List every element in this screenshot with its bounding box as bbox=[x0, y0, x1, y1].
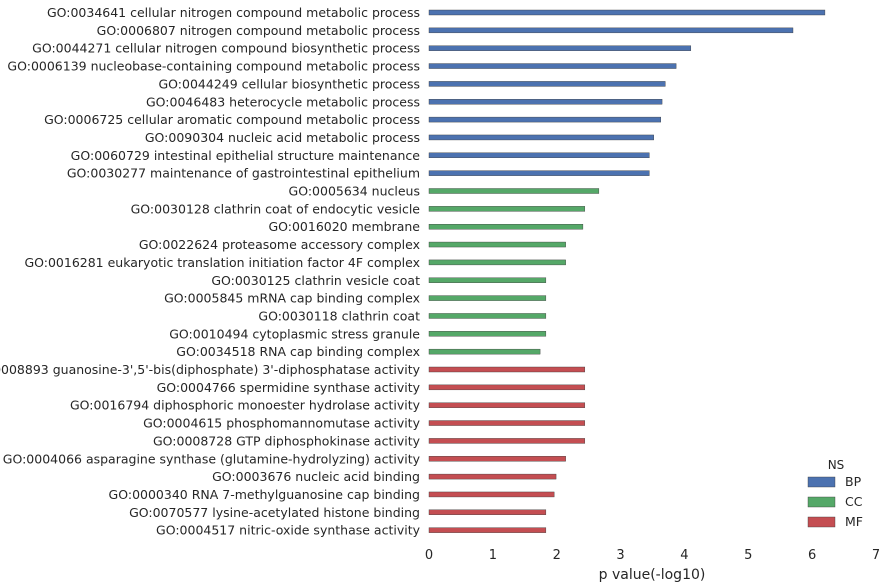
category-label: GO:0030277 maintenance of gastrointestin… bbox=[67, 166, 420, 181]
category-label: GO:0005845 mRNA cap binding complex bbox=[164, 291, 420, 306]
bar-cc bbox=[428, 348, 541, 355]
category-label: GO:0006807 nitrogen compound metabolic p… bbox=[97, 23, 420, 38]
bar-mf bbox=[428, 366, 586, 373]
bar-bp bbox=[428, 116, 662, 123]
category-label: GO:0030118 clathrin coat bbox=[258, 308, 420, 323]
bar-cc bbox=[428, 241, 566, 248]
bar-cc bbox=[428, 313, 547, 319]
category-label: GO:0008728 GTP diphosphokinase activity bbox=[153, 433, 421, 448]
category-label: GO:0006139 nucleobase-containing compoun… bbox=[7, 59, 420, 74]
x-tick-label: 4 bbox=[680, 548, 688, 563]
bar-bp bbox=[428, 45, 692, 51]
bar-mf bbox=[428, 438, 586, 444]
legend-swatch-mf bbox=[807, 516, 836, 528]
category-label: GO:0060729 intestinal epithelial structu… bbox=[71, 148, 421, 163]
bar-mf bbox=[428, 456, 566, 462]
category-label: GO:0003676 nucleic acid binding bbox=[212, 469, 420, 484]
bar-cc bbox=[428, 223, 584, 230]
category-label: GO:0010494 cytoplasmic stress granule bbox=[169, 326, 420, 341]
category-label: GO:0030125 clathrin vesicle coat bbox=[211, 273, 420, 288]
x-tick-label: 1 bbox=[489, 548, 497, 563]
category-label: GO:0004615 phosphomannomutase activity bbox=[143, 416, 421, 431]
bar-cc bbox=[428, 295, 547, 301]
category-label: GO:0070577 lysine-acetylated histone bin… bbox=[129, 505, 420, 520]
x-tick-label: 6 bbox=[808, 548, 816, 563]
category-label: GO:0006725 cellular aromatic compound me… bbox=[44, 112, 420, 127]
bar-bp bbox=[428, 9, 826, 16]
category-label: GO:0004517 nitric-oxide synthase activit… bbox=[156, 523, 421, 538]
category-label: GO:0005634 nucleus bbox=[289, 184, 420, 199]
category-label: GO:0044271 cellular nitrogen compound bi… bbox=[32, 41, 420, 56]
legend-swatch-bp bbox=[807, 476, 836, 488]
bar-mf bbox=[428, 384, 586, 391]
legend-label-bp: BP bbox=[845, 474, 862, 489]
category-label: GO:0016020 membrane bbox=[268, 219, 420, 234]
bars-layer bbox=[428, 9, 826, 533]
category-label: GO:0016281 eukaryotic translation initia… bbox=[24, 255, 420, 270]
category-label: GO:0030128 clathrin coat of endocytic ve… bbox=[131, 201, 421, 216]
category-label: GO:0044249 cellular biosynthetic process bbox=[159, 76, 421, 91]
x-tick-label: 5 bbox=[744, 548, 752, 563]
x-tick-label: 0 bbox=[425, 548, 433, 563]
x-axis-ticks: 0 1 2 3 4 5 6 7 bbox=[425, 548, 880, 563]
legend-items: BP CC MF bbox=[807, 474, 863, 529]
category-label: GO:0004066 asparagine synthase (glutamin… bbox=[3, 451, 421, 466]
category-label: GO:0046483 heterocycle metabolic process bbox=[146, 94, 420, 109]
bar-bp bbox=[428, 27, 794, 34]
category-label: GO:0022624 proteasome accessory complex bbox=[139, 237, 420, 252]
bar-bp bbox=[428, 170, 650, 176]
bar-cc bbox=[428, 259, 566, 266]
category-label: GO:0008893 guanosine-3',5'-bis(diphospha… bbox=[0, 362, 421, 377]
category-labels: GO:0034641 cellular nitrogen compound me… bbox=[0, 5, 421, 538]
bar-mf bbox=[428, 527, 547, 533]
legend: NS BP CC MF bbox=[807, 458, 863, 529]
x-axis-label: p value(-log10) bbox=[599, 567, 706, 583]
category-label: GO:0090304 nucleic acid metabolic proces… bbox=[145, 130, 420, 145]
bar-cc bbox=[428, 206, 586, 212]
bar-bp bbox=[428, 81, 666, 87]
bar-cc bbox=[428, 188, 600, 194]
bar-mf bbox=[428, 420, 586, 426]
bar-mf bbox=[428, 473, 557, 480]
legend-label-mf: MF bbox=[845, 514, 863, 529]
bar-bp bbox=[428, 152, 650, 159]
category-label: GO:0000340 RNA 7-methylguanosine cap bin… bbox=[109, 487, 420, 502]
bar-cc bbox=[428, 277, 547, 283]
bar-bp bbox=[428, 134, 654, 141]
bar-mf bbox=[428, 509, 547, 515]
x-tick-label: 2 bbox=[553, 548, 561, 563]
bar-mf bbox=[428, 402, 586, 408]
bar-cc bbox=[428, 331, 547, 337]
bar-bp bbox=[428, 99, 663, 105]
legend-title: NS bbox=[828, 458, 845, 472]
legend-swatch-cc bbox=[807, 496, 836, 508]
x-tick-label: 3 bbox=[616, 548, 624, 563]
legend-label-cc: CC bbox=[845, 494, 863, 509]
category-label: GO:0004766 spermidine synthase activity bbox=[157, 380, 421, 395]
bar-bp bbox=[428, 63, 677, 69]
category-label: GO:0034518 RNA cap binding complex bbox=[176, 344, 420, 359]
category-label: GO:0016794 diphosphoric monoester hydrol… bbox=[70, 398, 421, 413]
category-label: GO:0034641 cellular nitrogen compound me… bbox=[47, 5, 420, 20]
x-tick-label: 7 bbox=[872, 548, 880, 563]
bar-mf bbox=[428, 491, 555, 498]
